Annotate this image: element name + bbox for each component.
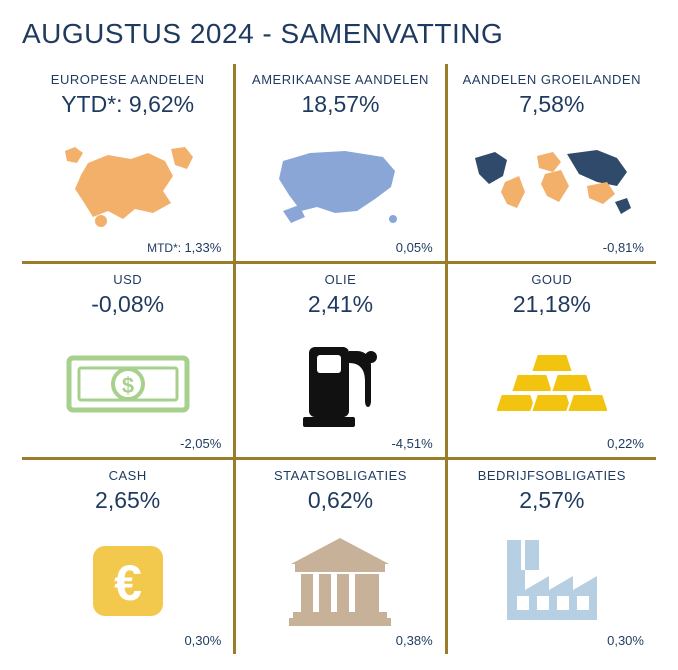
ytd-prefix: YTD*:	[61, 91, 129, 117]
page-title: AUGUSTUS 2024 - SAMENVATTING	[22, 18, 656, 50]
gold-bars-icon	[497, 344, 607, 424]
cell-ytd: YTD*: 9,62%	[61, 91, 194, 118]
cell-mtd: 0,30%	[607, 633, 644, 648]
cell-mtd: 0,22%	[607, 436, 644, 451]
summary-grid: EUROPESE AANDELEN YTD*: 9,62% MTD*: 1,33…	[22, 64, 656, 654]
cell-ytd: 2,65%	[95, 487, 160, 514]
cell-ytd: 0,62%	[308, 487, 373, 514]
cell-label: EUROPESE AANDELEN	[51, 72, 205, 87]
cell-oil: OLIE 2,41% -4,51%	[233, 261, 444, 458]
cell-ytd: -0,08%	[91, 291, 164, 318]
cell-mtd: 0,30%	[184, 633, 221, 648]
cell-mtd: -2,05%	[180, 436, 221, 451]
world-map-icon	[467, 146, 637, 226]
cell-label: GOUD	[531, 272, 572, 287]
cell-label: OLIE	[325, 272, 357, 287]
cell-govt-bonds: STAATSOBLIGATIES 0,62% 0,38%	[233, 457, 444, 654]
mtd-value: 1,33%	[184, 240, 221, 255]
cell-mtd: -0,81%	[603, 240, 644, 255]
cell-ytd: 21,18%	[513, 291, 591, 318]
cell-mtd: -4,51%	[391, 436, 432, 451]
usa-map-icon	[265, 141, 415, 231]
factory-icon	[497, 536, 607, 626]
ytd-value: 9,62%	[129, 91, 194, 117]
cell-label: USD	[113, 272, 142, 287]
bank-building-icon	[285, 534, 395, 629]
cell-usd: USD -0,08% $ -2,05%	[22, 261, 233, 458]
cell-mtd: MTD*: 1,33%	[147, 240, 221, 255]
cell-ytd: 7,58%	[519, 91, 584, 118]
cell-emerging: AANDELEN GROEILANDEN 7,58% -0,81%	[445, 64, 656, 261]
cell-cash: CASH 2,65% € 0,30%	[22, 457, 233, 654]
cell-label: AANDELEN GROEILANDEN	[463, 72, 641, 87]
svg-text:$: $	[122, 373, 134, 398]
cell-label: BEDRIJFSOBLIGATIES	[478, 468, 626, 483]
cell-usa: AMERIKAANSE AANDELEN 18,57% 0,05%	[233, 64, 444, 261]
mtd-prefix: MTD*:	[147, 241, 184, 255]
svg-text:€: €	[114, 555, 142, 611]
cell-ytd: 18,57%	[301, 91, 379, 118]
cell-label: AMERIKAANSE AANDELEN	[252, 72, 429, 87]
cell-gold: GOUD 21,18% 0,22%	[445, 261, 656, 458]
cell-mtd: 0,38%	[396, 633, 433, 648]
cell-mtd: 0,05%	[396, 240, 433, 255]
dollar-bill-icon: $	[63, 344, 193, 424]
cell-ytd: 2,57%	[519, 487, 584, 514]
cell-europe: EUROPESE AANDELEN YTD*: 9,62% MTD*: 1,33…	[22, 64, 233, 261]
euro-cash-icon: €	[83, 536, 173, 626]
europe-map-icon	[53, 141, 203, 231]
cell-label: CASH	[109, 468, 147, 483]
cell-corp-bonds: BEDRIJFSOBLIGATIES 2,57% 0,30%	[445, 457, 656, 654]
fuel-pump-icon	[295, 337, 385, 432]
cell-label: STAATSOBLIGATIES	[274, 468, 407, 483]
cell-ytd: 2,41%	[308, 291, 373, 318]
